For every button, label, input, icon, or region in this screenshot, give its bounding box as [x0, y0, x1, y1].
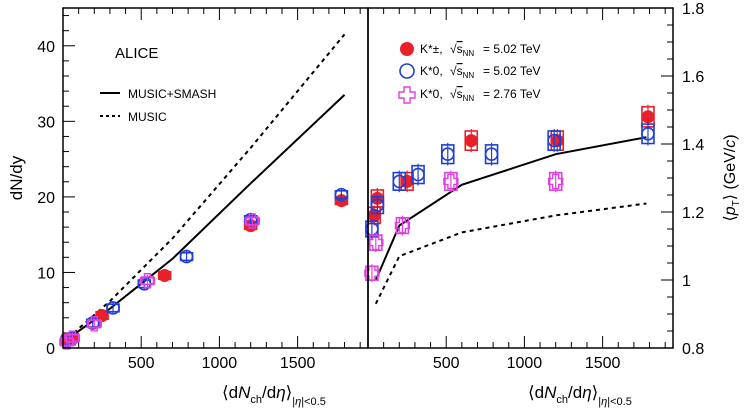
x-tick-label: 1500 — [280, 355, 316, 372]
data-point-open-circle — [179, 249, 194, 264]
y-tick-label: 0.8 — [682, 341, 704, 358]
data-point-open-cross — [368, 234, 384, 251]
legend-label-music-smash: MUSIC+SMASH — [128, 87, 216, 101]
model-curve-music — [374, 202, 647, 305]
legend-entry-kstar0-276: K*0, √sNN = 2.76 TeV — [398, 86, 541, 104]
model-curve-music-smash — [67, 94, 346, 340]
data-point-open-cross — [86, 316, 102, 332]
legend-marker-filled-circle — [400, 42, 414, 56]
svg-text:K*0,: K*0, — [420, 87, 443, 101]
legend-energy: = 2.76 TeV — [483, 87, 541, 101]
data-point-open-cross — [244, 213, 260, 229]
data-point-filled-circle — [464, 134, 478, 148]
y-tick-label: 30 — [37, 114, 55, 131]
data-point-open-circle — [106, 301, 120, 315]
y-tick-label: 1 — [682, 273, 691, 290]
legend-particle: K*0 — [420, 64, 440, 78]
x-tick-label: 1000 — [202, 355, 238, 372]
data-point-open-circle — [370, 198, 385, 212]
y-tick-label: 1.6 — [682, 69, 704, 86]
sqrt-s-label: √sNN — [450, 64, 474, 80]
data-point-filled-circle — [158, 268, 172, 282]
data-point-open-cross — [443, 173, 459, 190]
legend-label-music: MUSIC — [128, 110, 167, 124]
data-point-open-circle — [440, 147, 455, 161]
right-y-axis-label: ⟨pT⟩ (GeV/c) — [722, 134, 742, 221]
data-point-open-circle — [547, 133, 561, 148]
data-point-open-circle — [641, 127, 655, 141]
y-tick-label: 1.2 — [682, 205, 704, 222]
y-tick-label: 1.4 — [682, 137, 704, 154]
y-tick-label: 40 — [37, 39, 55, 56]
legend-energy: = 5.02 TeV — [483, 42, 541, 56]
left-x-axis-label: ⟨dNch/dη⟩|η|<0.5 — [222, 383, 326, 408]
y-tick-label: 10 — [37, 265, 55, 282]
svg-text:K*±,: K*±, — [420, 42, 443, 56]
x-tick-label: 500 — [128, 355, 155, 372]
data-point-open-cross — [139, 273, 156, 289]
y-tick-label: 20 — [37, 190, 55, 207]
right-plot-frame — [367, 7, 674, 349]
legend-entry-kstar-charged: K*±, √sNN = 5.02 TeV — [400, 42, 541, 58]
y-tick-label: 1.8 — [682, 1, 704, 18]
legend-marker-open-cross — [398, 86, 416, 104]
legend-entry-kstar0-502: K*0, √sNN = 5.02 TeV — [399, 63, 541, 80]
left-panel: 0 10 20 30 40 500 1000 1500 — [37, 8, 361, 372]
x-tick-label: 500 — [433, 355, 460, 372]
data-point-filled-circle — [641, 110, 655, 124]
legend-particle: K*0 — [420, 87, 440, 101]
data-point-open-circle — [411, 167, 425, 182]
sqrt-s-label: √sNN — [450, 87, 474, 103]
data-point-open-cross — [59, 334, 75, 350]
x-tick-label: 1500 — [585, 355, 621, 372]
data-point-open-cross — [64, 330, 81, 346]
left-y-axis-label: dN/dy — [7, 155, 26, 200]
left-plot-frame — [62, 7, 369, 349]
x-tick-label: 1000 — [507, 355, 543, 372]
right-x-axis-label: ⟨dNch/dη⟩|η|<0.5 — [528, 383, 632, 408]
model-curve-music — [67, 33, 346, 339]
data-point-open-circle — [334, 187, 349, 202]
experiment-label: ALICE — [115, 45, 158, 62]
data-point-open-circle — [484, 147, 499, 161]
svg-text:K*0,: K*0, — [420, 64, 443, 78]
legend-particle: K*± — [420, 42, 440, 56]
data-point-open-cross — [364, 265, 380, 281]
data-point-open-cross — [547, 173, 564, 190]
model-curve-music-smash — [374, 136, 647, 281]
data-point-open-cross — [394, 217, 411, 234]
legend-energy: = 5.02 TeV — [483, 64, 541, 78]
legend-marker-open-circle — [399, 63, 415, 79]
right-panel: 0.8 1 1.2 1.4 1.6 1.8 500 1000 1500 — [364, 1, 704, 372]
y-tick-label: 0 — [46, 341, 55, 358]
sqrt-s-label: √sNN — [450, 42, 474, 58]
data-point-open-circle — [392, 174, 407, 189]
